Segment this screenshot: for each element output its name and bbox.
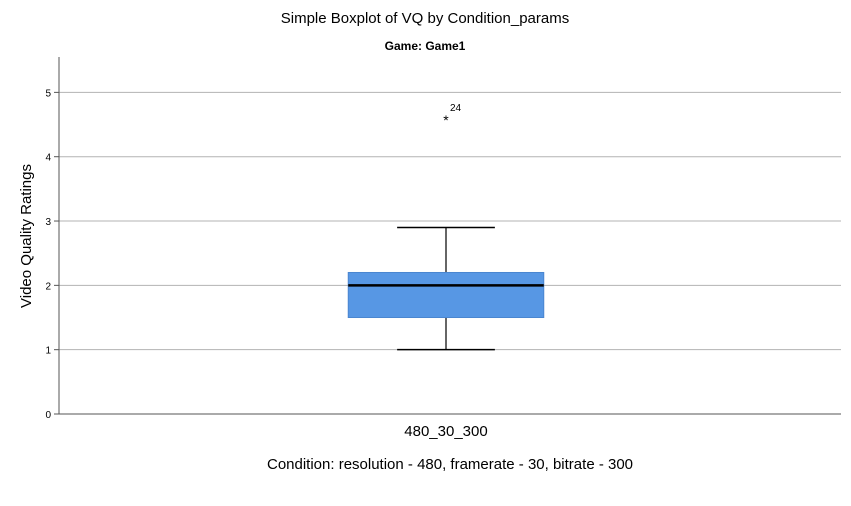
y-tick-label: 4 bbox=[45, 153, 51, 164]
y-tick-label: 3 bbox=[45, 217, 51, 228]
box-group: *24 bbox=[347, 103, 545, 351]
outlier-label: 24 bbox=[450, 103, 462, 114]
chart-title: Simple Boxplot of VQ by Condition_params bbox=[281, 10, 569, 27]
box-iqr bbox=[347, 271, 545, 319]
chart-subtitle: Game: Game1 bbox=[385, 39, 466, 53]
box-series: *24 bbox=[347, 103, 545, 351]
y-tick-label: 2 bbox=[45, 281, 51, 292]
outlier-marker: * bbox=[443, 112, 449, 128]
y-tick-label: 1 bbox=[45, 346, 51, 357]
x-axis-title: Condition: resolution - 480, framerate -… bbox=[267, 456, 633, 473]
axes: 0 1 2 3 4 5 bbox=[45, 57, 841, 421]
y-tick-label: 5 bbox=[45, 88, 51, 99]
y-axis-title: Video Quality Ratings bbox=[18, 164, 35, 308]
x-tick-labels: 480_30_300 bbox=[404, 423, 487, 440]
y-tick-label: 0 bbox=[45, 410, 51, 421]
gridlines bbox=[59, 91, 841, 351]
x-tick-label: 480_30_300 bbox=[404, 423, 487, 440]
